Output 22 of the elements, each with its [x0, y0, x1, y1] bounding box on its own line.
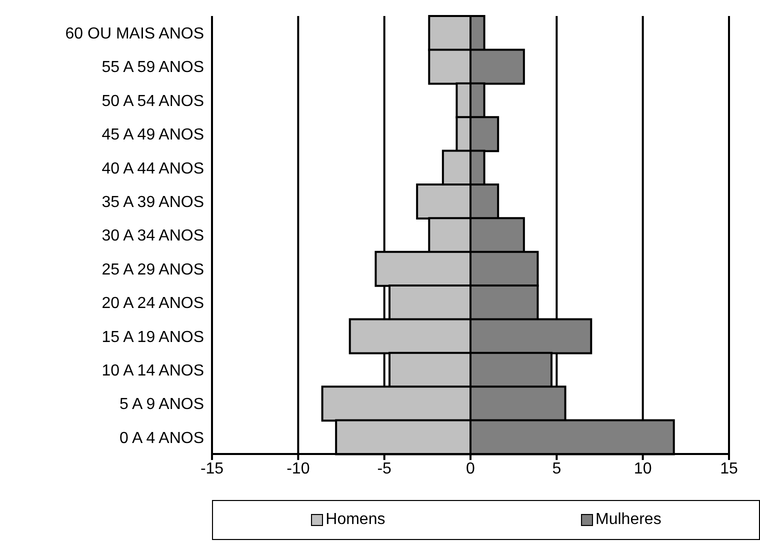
x-tick-label: 10: [634, 460, 652, 478]
y-tick-label: 0 A 4 ANOS: [120, 430, 204, 447]
y-tick-label: 45 A 49 ANOS: [102, 126, 204, 144]
y-tick-label: 30 A 34 ANOS: [102, 228, 204, 245]
y-tick-label: 55 A 59 ANOS: [102, 59, 204, 76]
y-tick-label: 20 A 24 ANOS: [102, 295, 204, 312]
x-tick-label: -15: [200, 460, 224, 478]
y-tick-label: 50 A 54 ANOS: [102, 92, 204, 110]
y-tick-label: 5 A 9 ANOS: [120, 396, 204, 414]
x-tick-label: -10: [286, 460, 310, 478]
legend-label: Homens: [326, 511, 386, 529]
y-tick-label: 60 OU MAIS ANOS: [65, 26, 204, 43]
x-tick-label: 0: [466, 460, 476, 478]
y-tick-label: 10 A 14 ANOS: [102, 362, 204, 380]
x-tick-label: 15: [720, 460, 738, 478]
y-tick-label: 25 A 29 ANOS: [102, 261, 204, 278]
x-tick-label: 5: [552, 460, 562, 478]
y-tick-label: 15 A 19 ANOS: [102, 328, 204, 346]
legend-label: Mulheres: [596, 511, 662, 529]
x-tick-label: -5: [377, 460, 392, 478]
y-tick-label: 40 A 44 ANOS: [102, 160, 204, 178]
y-tick-label: 35 A 39 ANOS: [102, 194, 204, 211]
